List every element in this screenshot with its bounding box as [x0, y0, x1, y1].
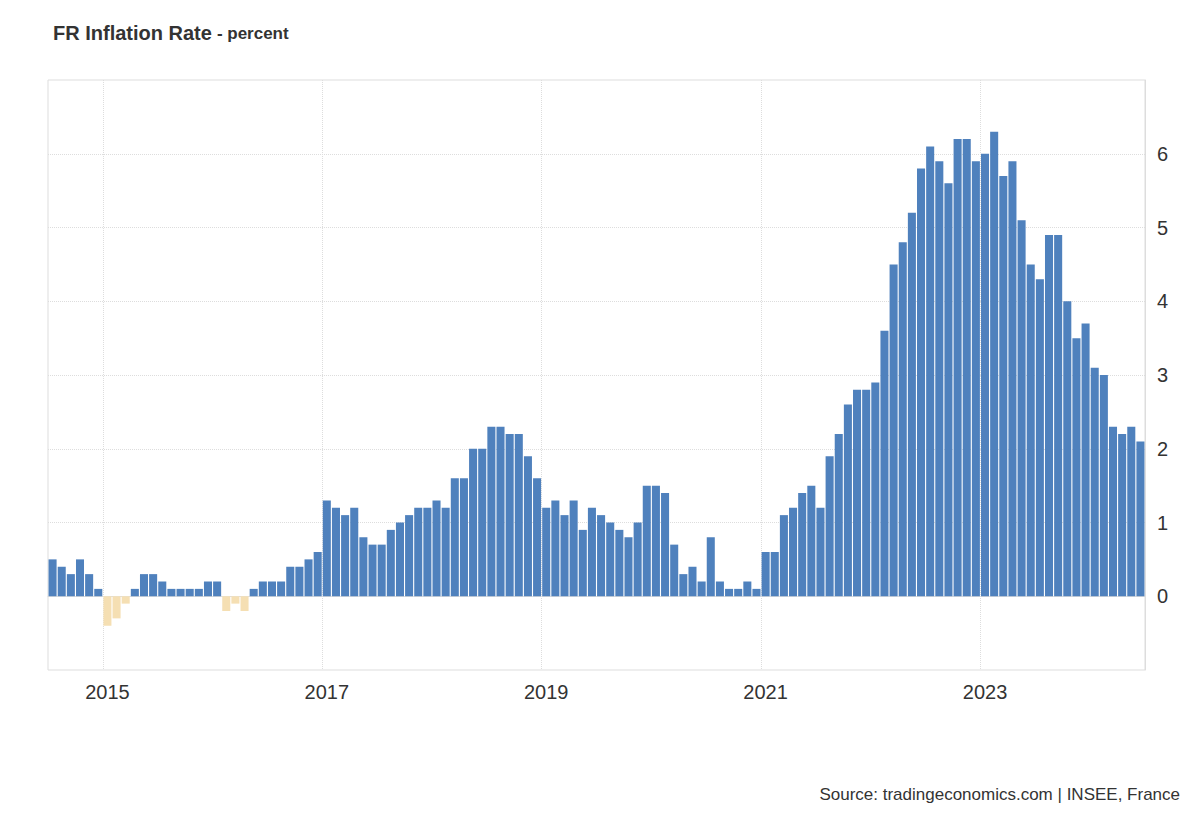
svg-text:1: 1 [1157, 512, 1168, 534]
svg-text:0: 0 [1157, 585, 1168, 607]
svg-text:5: 5 [1157, 217, 1168, 239]
svg-text:3: 3 [1157, 364, 1168, 386]
svg-text:2017: 2017 [305, 681, 350, 703]
svg-text:4: 4 [1157, 290, 1168, 312]
svg-text:2021: 2021 [743, 681, 788, 703]
svg-text:Source: tradingeconomics.com |: Source: tradingeconomics.com | INSEE, Fr… [819, 785, 1180, 804]
svg-text:2015: 2015 [85, 681, 130, 703]
svg-text:6: 6 [1157, 143, 1168, 165]
svg-text:- percent: - percent [217, 24, 289, 43]
svg-text:2: 2 [1157, 438, 1168, 460]
svg-text:2023: 2023 [963, 681, 1008, 703]
svg-text:FR Inflation Rate: FR Inflation Rate [53, 22, 212, 44]
svg-text:2019: 2019 [524, 681, 569, 703]
